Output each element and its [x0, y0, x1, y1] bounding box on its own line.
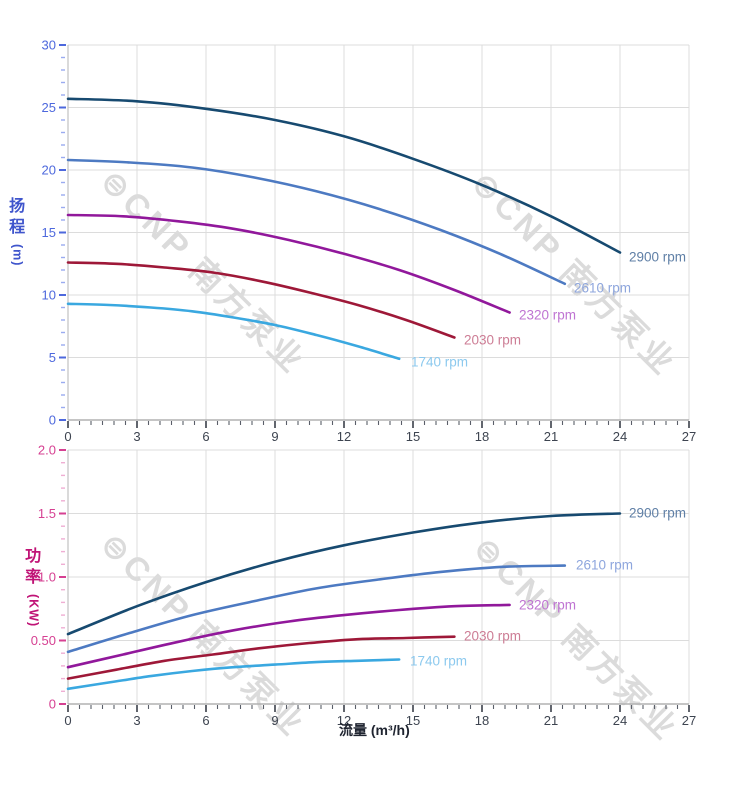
power-axis-unit: (KW)	[26, 593, 41, 627]
head-axis-title-char-1: 扬	[9, 198, 26, 215]
head-axis-title: 扬 程 (m)	[9, 197, 25, 266]
power-axis-title-char-1: 功	[25, 548, 42, 565]
power-axis-title-char-2: 率	[25, 568, 42, 586]
head-axis-unit: (m)	[10, 243, 25, 267]
power-axis-title: 功 率 (KW)	[25, 547, 41, 627]
watermark: ⊜CNP 南方泵业	[464, 163, 685, 384]
watermark: ⊜CNP 南方泵业	[466, 528, 687, 749]
watermark: ⊜CNP 南方泵业	[93, 161, 314, 382]
head-axis-title-char-2: 程	[9, 218, 26, 236]
watermark: ⊜CNP 南方泵业	[93, 524, 314, 745]
flow-axis-title: 流量 (m³/h)	[339, 722, 410, 738]
